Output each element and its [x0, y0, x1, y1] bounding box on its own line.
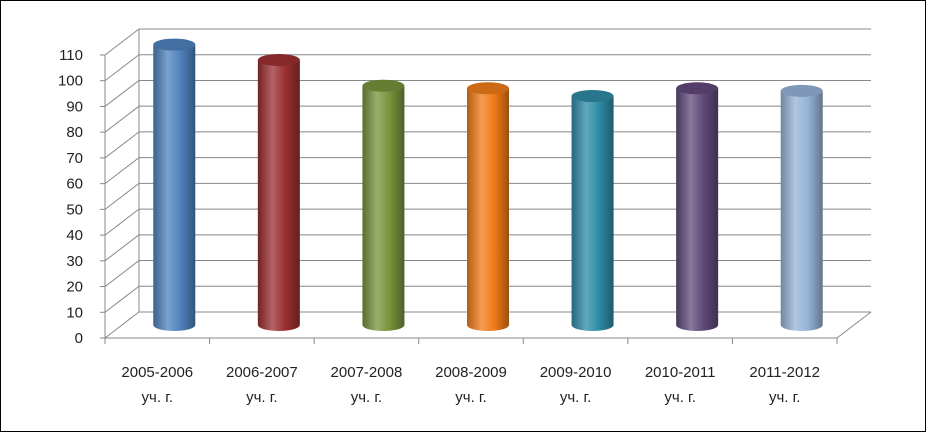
x-tick-label: 2010-2011 уч. г. [645, 364, 716, 406]
bar-body [362, 85, 405, 332]
gridline-side [104, 208, 140, 236]
bar-2010-2011 [676, 82, 719, 332]
bar-top [780, 84, 823, 97]
y-tick-label: 20 [66, 279, 83, 296]
floor-edge [836, 311, 872, 339]
gridline-side [104, 260, 140, 287]
y-tick-label: 80 [66, 124, 83, 141]
y-tick-label: 30 [66, 253, 83, 270]
y-tick-label: 0 [75, 330, 83, 347]
bar-2007-2008 [362, 79, 405, 332]
y-tick-label: 10 [66, 304, 83, 321]
gridline-side [104, 131, 140, 159]
x-tick-label: 2011-2012 уч. г. [749, 364, 820, 406]
bar-2008-2009 [467, 82, 509, 332]
bar-body [571, 96, 614, 331]
x-tick-label: 2009-2010 уч. г. [540, 364, 612, 406]
y-tick-label: 110 [59, 47, 83, 64]
x-tick-label: 2005-2006 уч. г. [121, 364, 193, 406]
gridline-side [104, 157, 140, 185]
y-tick-label: 50 [66, 201, 83, 218]
y-tick-label: 70 [66, 150, 83, 167]
bar-body [780, 90, 823, 331]
gridline-side [104, 285, 140, 313]
y-tick-label: 40 [66, 227, 83, 244]
gridline-side [104, 234, 140, 262]
bar-top [467, 82, 509, 95]
gridline-side [104, 311, 140, 339]
gridline-side [104, 28, 140, 56]
gridline-side [104, 54, 140, 82]
y-tick-label: 60 [66, 176, 83, 193]
y-tick-labels: 0 10 20 30 40 50 60 70 80 90 100 110 [58, 47, 105, 347]
bar-top [153, 38, 196, 51]
bars [153, 38, 823, 332]
bar-top [362, 79, 405, 92]
bar-2005-2006 [153, 38, 196, 332]
bar-top [571, 90, 614, 103]
bar-top [676, 82, 719, 95]
y-tick-label: 100 [58, 73, 83, 90]
gridline-side [104, 80, 140, 107]
x-tick-label: 2007-2008 уч. г. [331, 364, 403, 406]
bar-body [676, 88, 719, 332]
x-tick-label: 2006-2007 уч. г. [226, 364, 298, 406]
bar-2011-2012 [780, 84, 823, 331]
bar-2009-2010 [571, 90, 614, 331]
gridline-side [104, 182, 140, 210]
x-tick-label: 2008-2009 уч. г. [435, 364, 507, 406]
gridline-side [104, 105, 140, 133]
bar-top [257, 54, 300, 67]
bar-2006-2007 [257, 54, 300, 331]
x-tick-marks [104, 338, 838, 344]
bar-body [153, 44, 196, 332]
bar-body [257, 60, 300, 331]
bar-body [467, 88, 509, 332]
y-tick-label: 90 [66, 98, 83, 115]
x-tick-labels: 2005-2006 уч. г. 2006-2007 уч. г. 2007-2008 у… [121, 364, 820, 406]
